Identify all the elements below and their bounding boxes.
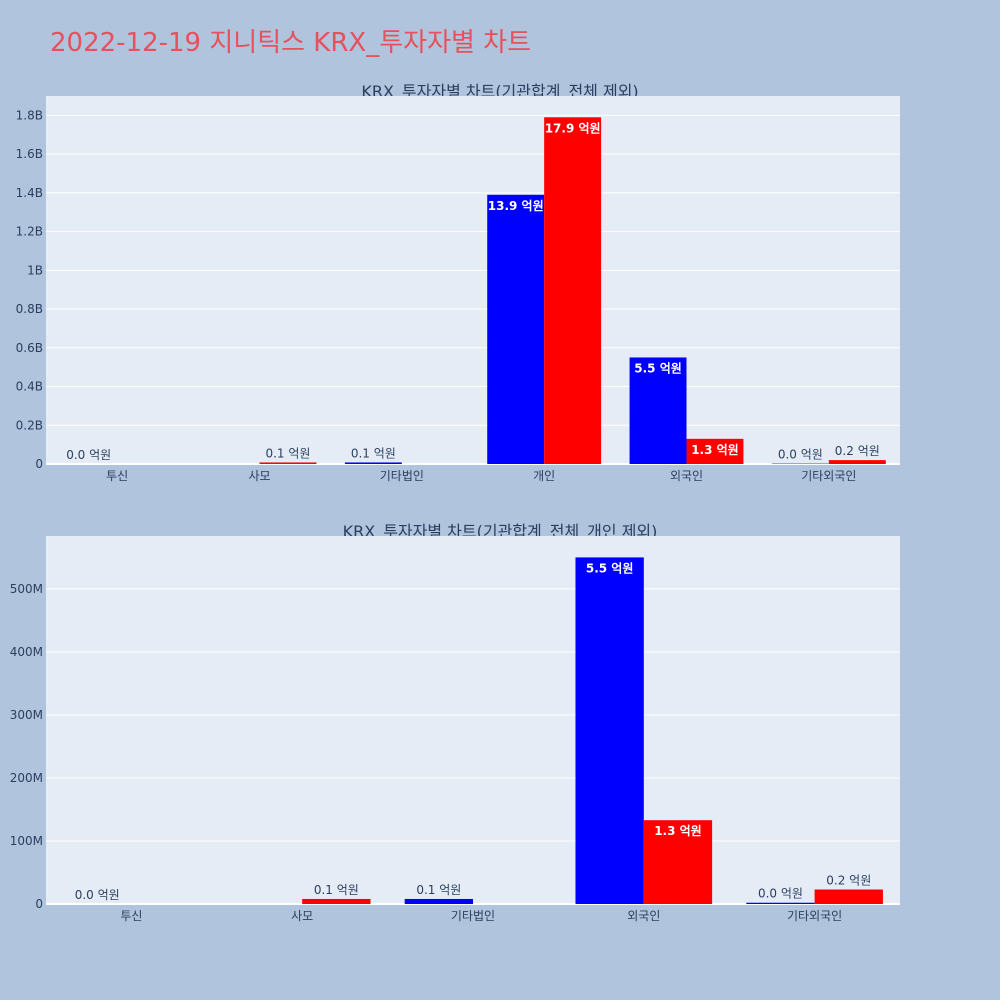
y-tick-label: 1.8B [16, 108, 43, 122]
data-label: 0.0 억원 [758, 887, 803, 901]
y-tick-label: 300M [10, 708, 43, 722]
data-label: 13.9 억원 [488, 199, 544, 213]
bar [404, 898, 473, 904]
y-tick-label: 0.4B [16, 380, 43, 394]
data-label: 0.0 억원 [778, 448, 823, 462]
y-tick-label: 0 [35, 897, 43, 911]
data-label: 0.2 억원 [835, 444, 880, 458]
y-tick-label: 400M [10, 645, 43, 659]
data-label: 0.0 억원 [75, 888, 120, 902]
x-tick-label: 투신 [106, 469, 128, 483]
x-tick-label: 투신 [120, 909, 142, 923]
y-tick-label: 1B [27, 263, 43, 277]
y-tick-label: 0 [35, 457, 43, 471]
x-tick-label: 사모 [291, 909, 313, 923]
x-tick-label: 기타외국인 [787, 909, 842, 923]
y-tick-label: 500M [10, 582, 43, 596]
bar [302, 898, 371, 904]
data-label: 0.1 억원 [416, 883, 461, 897]
y-tick-label: 1.6B [16, 147, 43, 161]
y-tick-label: 1.4B [16, 186, 43, 200]
bar [575, 557, 644, 904]
bar [828, 460, 886, 464]
data-label: 17.9 억원 [545, 121, 601, 135]
plot-area [46, 536, 900, 904]
data-label: 5.5 억원 [634, 361, 682, 375]
x-tick-label: 외국인 [627, 909, 660, 923]
y-tick-label: 1.2B [16, 225, 43, 239]
y-tick-label: 0.6B [16, 341, 43, 355]
plot-area [46, 96, 900, 464]
y-tick-label: 0.2B [16, 418, 43, 432]
data-label: 1.3 억원 [691, 443, 739, 457]
chart-1: 0 0.2B 0.4B 0.6B 0.8B 1B 1.2B 1.4B 1.6B 1.8B 투신 0.0… [16, 96, 900, 483]
data-label: 0.1 억원 [314, 883, 359, 897]
data-label: 5.5 억원 [586, 561, 634, 575]
x-tick-label: 기타외국인 [801, 469, 856, 483]
x-tick-label: 기타법인 [451, 909, 495, 923]
data-label: 0.0 억원 [66, 448, 111, 462]
y-tick-label: 200M [10, 771, 43, 785]
bar [344, 462, 402, 464]
x-tick-label: 외국인 [670, 469, 703, 483]
data-label: 0.2 억원 [826, 874, 871, 888]
page-title: 2022-12-19 지니틱스 KRX_투자자별 차트 [50, 28, 532, 58]
bar [544, 117, 602, 464]
data-label: 0.1 억원 [351, 446, 396, 460]
x-tick-label: 기타법인 [380, 469, 424, 483]
bar [643, 820, 713, 904]
bar [487, 194, 545, 465]
bar [629, 357, 687, 464]
data-label: 0.1 억원 [265, 446, 310, 460]
x-tick-label: 개인 [533, 469, 555, 483]
y-tick-label: 100M [10, 834, 43, 848]
bar [686, 438, 744, 464]
bar [814, 889, 883, 904]
y-tick-label: 0.8B [16, 302, 43, 316]
x-tick-label: 사모 [248, 469, 270, 483]
data-label: 1.3 억원 [654, 824, 702, 838]
bar [746, 902, 815, 904]
bar [259, 462, 317, 464]
